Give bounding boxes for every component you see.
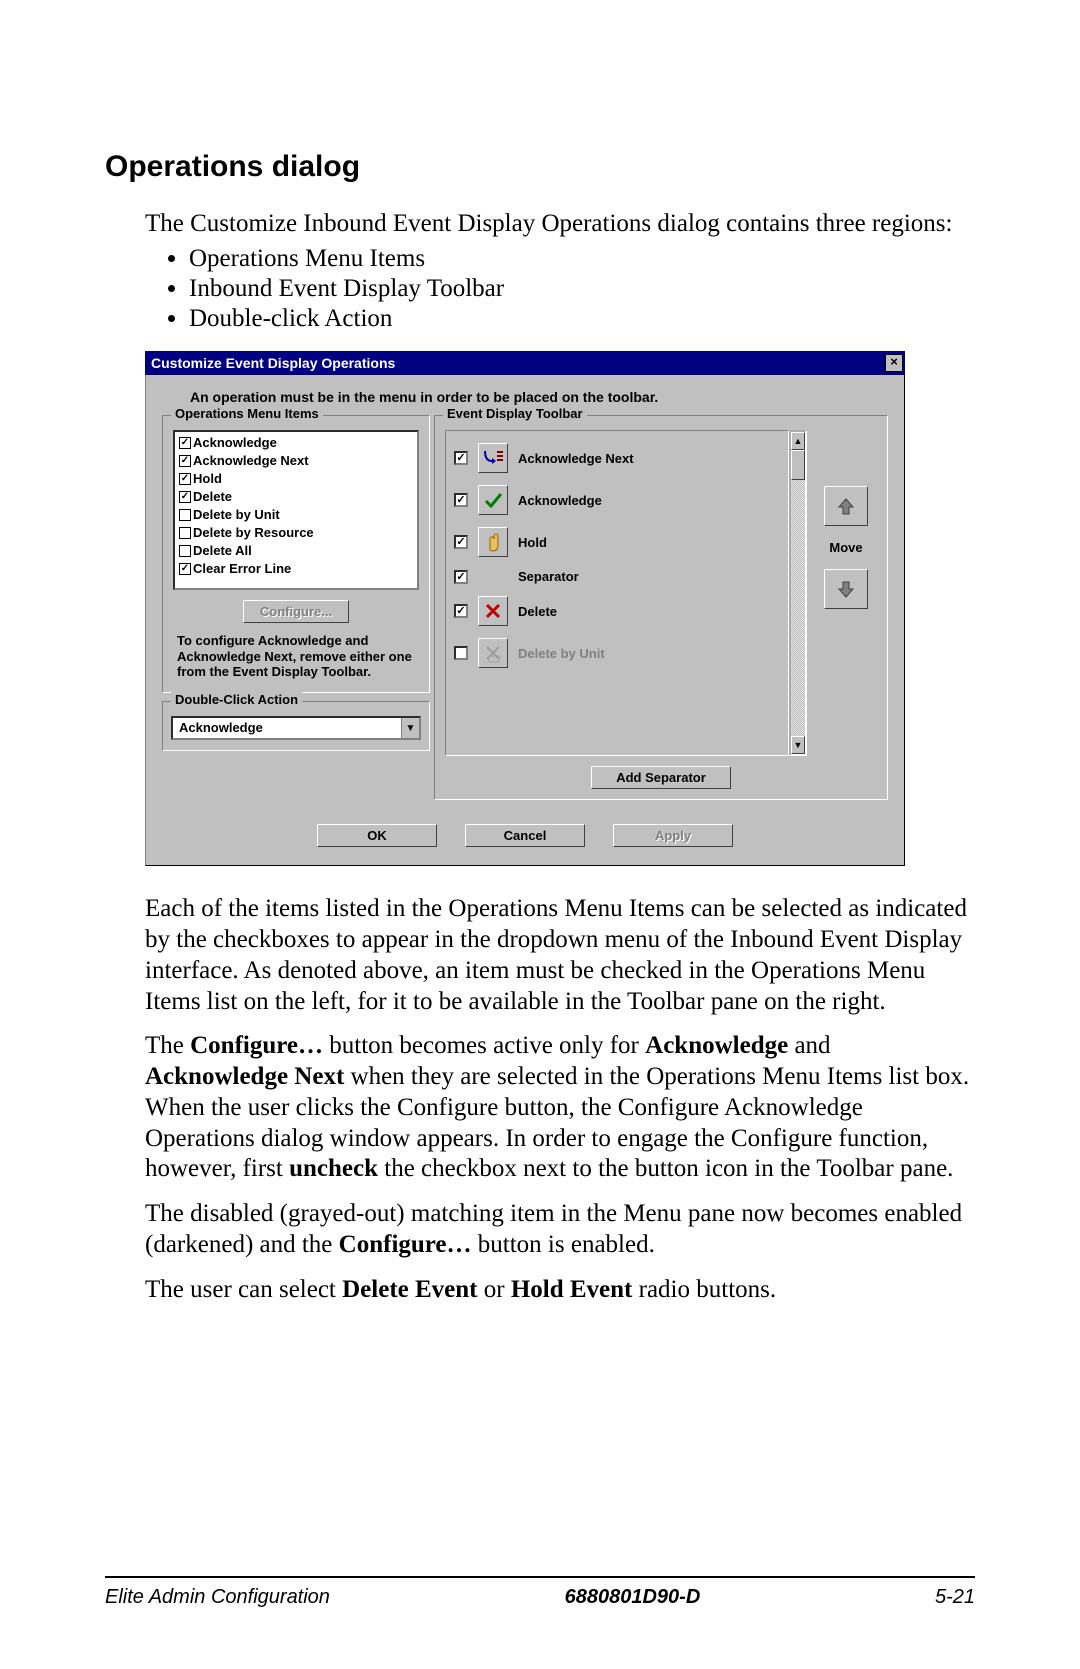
toolbar-item-separator[interactable]: ✓ Separator — [450, 563, 784, 590]
para-checkboxes: Each of the items listed in the Operatio… — [145, 894, 975, 1017]
dialog-titlebar: Customize Event Display Operations × — [145, 351, 905, 375]
bullet-3: Double-click Action — [189, 305, 975, 333]
menu-item-clear-error-line[interactable]: ✓Clear Error Line — [179, 560, 413, 578]
menu-item-delete-by-resource[interactable]: Delete by Resource — [179, 524, 413, 542]
para-disabled: The disabled (grayed-out) matching item … — [145, 1199, 975, 1261]
apply-button: Apply — [613, 824, 733, 847]
configure-button: Configure... — [243, 600, 349, 623]
arrow-up-icon — [835, 495, 857, 517]
toolbar-listbox[interactable]: ✓ Acknowledge Next ✓ — [445, 430, 789, 756]
ack-next-icon — [478, 443, 508, 473]
menu-item-acknowledge-next[interactable]: ✓Acknowledge Next — [179, 452, 413, 470]
operations-dialog: Customize Event Display Operations × An … — [145, 351, 905, 866]
para-configure: The Configure… button becomes active onl… — [145, 1031, 975, 1185]
toolbar-item-hold[interactable]: ✓ Hold — [450, 521, 784, 563]
bullet-1: Operations Menu Items — [189, 245, 975, 273]
check-icon — [478, 485, 508, 515]
footer-left: Elite Admin Configuration — [105, 1586, 330, 1609]
arrow-down-icon — [835, 578, 857, 600]
scroll-down-icon[interactable]: ▼ — [791, 736, 805, 754]
close-icon[interactable]: × — [885, 354, 903, 372]
toolbar-item-delete-by-unit[interactable]: Delete by Unit — [450, 632, 784, 674]
double-click-group: Double-Click Action Acknowledge ▼ — [162, 701, 430, 751]
scroll-up-icon[interactable]: ▲ — [791, 432, 805, 450]
menu-item-acknowledge[interactable]: ✓Acknowledge — [179, 434, 413, 452]
toolbar-legend: Event Display Toolbar — [443, 406, 587, 421]
section-title: Operations dialog — [105, 150, 975, 184]
hand-icon — [478, 527, 508, 557]
chevron-down-icon[interactable]: ▼ — [401, 718, 419, 738]
double-click-legend: Double-Click Action — [171, 692, 302, 707]
menu-item-delete-all[interactable]: Delete All — [179, 542, 413, 560]
toolbar-item-delete[interactable]: ✓ Delete — [450, 590, 784, 632]
configure-hint: To configure Acknowledge and Acknowledge… — [173, 631, 419, 682]
footer-right: 5-21 — [935, 1586, 975, 1609]
menu-item-delete[interactable]: ✓Delete — [179, 488, 413, 506]
toolbar-item-ack-next[interactable]: ✓ Acknowledge Next — [450, 437, 784, 479]
delete-by-unit-icon — [478, 638, 508, 668]
footer-center: 6880801D90-D — [565, 1586, 701, 1609]
menu-items-listbox[interactable]: ✓Acknowledge ✓Acknowledge Next ✓Hold ✓De… — [173, 430, 419, 590]
ok-button[interactable]: OK — [317, 824, 437, 847]
toolbar-scrollbar[interactable]: ▲ ▼ — [789, 430, 807, 756]
add-separator-button[interactable]: Add Separator — [591, 766, 731, 789]
intro-text: The Customize Inbound Event Display Oper… — [145, 208, 975, 239]
page-footer: Elite Admin Configuration 6880801D90-D 5… — [105, 1576, 975, 1609]
toolbar-group: Event Display Toolbar ✓ Acknowl — [434, 415, 888, 800]
bullet-2: Inbound Event Display Toolbar — [189, 275, 975, 303]
menu-items-group: Operations Menu Items ✓Acknowledge ✓Ackn… — [162, 415, 430, 693]
menu-item-hold[interactable]: ✓Hold — [179, 470, 413, 488]
move-down-button[interactable] — [824, 569, 868, 609]
cancel-button[interactable]: Cancel — [465, 824, 585, 847]
move-label: Move — [829, 540, 862, 555]
menu-item-delete-by-unit[interactable]: Delete by Unit — [179, 506, 413, 524]
move-up-button[interactable] — [824, 486, 868, 526]
region-bullets: Operations Menu Items Inbound Event Disp… — [145, 245, 975, 333]
toolbar-item-acknowledge[interactable]: ✓ Acknowledge — [450, 479, 784, 521]
para-radio: The user can select Delete Event or Hold… — [145, 1275, 975, 1306]
x-icon — [478, 596, 508, 626]
double-click-value: Acknowledge — [173, 718, 401, 738]
double-click-dropdown[interactable]: Acknowledge ▼ — [171, 716, 421, 740]
dialog-title: Customize Event Display Operations — [151, 355, 395, 371]
menu-items-legend: Operations Menu Items — [171, 406, 323, 421]
